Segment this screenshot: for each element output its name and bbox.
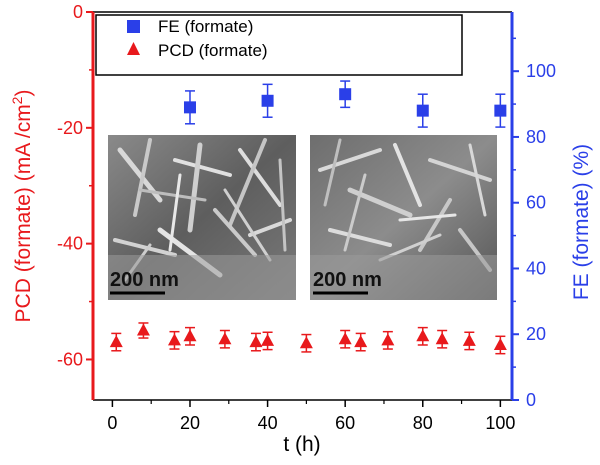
fe-marker <box>183 101 196 114</box>
x-axis-title: t (h) <box>283 433 320 456</box>
pcd-marker <box>493 337 507 350</box>
x-tick-label: 60 <box>335 413 355 433</box>
pcd-point <box>249 332 263 352</box>
pcd-marker <box>381 333 395 346</box>
data-layer <box>109 80 507 355</box>
left-y-axis-ticks: 0 -20 -40 -60 <box>57 2 93 369</box>
pcd-point <box>435 329 449 349</box>
right-y-tick-label: 80 <box>526 127 546 147</box>
left-y-axis-title: PCD (formate) (mA /cm2) <box>9 90 35 323</box>
right-y-tick-label: 40 <box>526 258 546 278</box>
pcd-point <box>338 329 352 349</box>
pcd-marker <box>354 335 368 348</box>
pcd-point <box>218 329 232 349</box>
right-y-tick-label: 20 <box>526 324 546 344</box>
left-y-tick-label: 0 <box>73 2 83 22</box>
pcd-point <box>109 332 123 352</box>
left-y-tick-label: -20 <box>57 118 83 138</box>
pcd-point <box>167 330 181 350</box>
x-tick-label: 80 <box>413 413 433 433</box>
fe-point <box>183 90 196 125</box>
scale-bar-label-right: 200 nm <box>313 269 382 291</box>
pcd-marker <box>299 336 313 349</box>
fe-point <box>416 93 429 128</box>
pcd-point <box>261 331 275 351</box>
pcd-point <box>416 326 430 346</box>
legend-box <box>95 14 463 76</box>
scale-bar-left: 200 nm <box>110 269 179 295</box>
scale-bar-label-left: 200 nm <box>110 269 179 291</box>
pcd-marker <box>109 335 123 348</box>
legend-marker-pcd <box>127 42 140 55</box>
fe-point <box>494 93 507 128</box>
sem-inset-right <box>310 135 497 300</box>
pcd-marker <box>167 333 181 346</box>
pcd-point <box>299 333 313 353</box>
fe-marker <box>261 94 274 107</box>
pcd-marker <box>136 323 150 336</box>
legend-marker-fe <box>127 20 140 33</box>
x-axis-ticks: 0 20 40 60 80 100 <box>107 400 515 433</box>
left-y-tick-label: -60 <box>57 349 83 369</box>
pcd-marker <box>183 329 197 342</box>
x-tick-label: 100 <box>485 413 515 433</box>
pcd-marker <box>338 332 352 345</box>
pcd-marker <box>435 332 449 345</box>
pcd-marker <box>416 329 430 342</box>
right-y-axis-ticks: 0 20 40 60 80 100 <box>512 37 556 410</box>
pcd-point <box>462 331 476 351</box>
legend-label-pcd: PCD (formate) <box>158 41 268 60</box>
sem-inset-left <box>108 135 296 300</box>
pcd-marker <box>261 333 275 346</box>
pcd-point <box>381 330 395 350</box>
fe-marker <box>339 88 352 101</box>
right-y-axis-title: FE (formate) (%) <box>570 144 593 300</box>
pcd-marker <box>218 332 232 345</box>
legend-label-fe: FE (formate) <box>158 17 253 36</box>
x-tick-label: 40 <box>258 413 278 433</box>
pcd-point <box>136 322 150 339</box>
right-y-tick-label: 60 <box>526 193 546 213</box>
right-y-tick-label: 0 <box>526 390 536 410</box>
x-tick-label: 20 <box>180 413 200 433</box>
pcd-point <box>354 332 368 352</box>
pcd-point <box>183 326 197 346</box>
legend: FE (formate) PCD (formate) <box>95 14 463 76</box>
fe-point <box>339 80 352 109</box>
pcd-point <box>493 335 507 355</box>
pcd-marker <box>462 333 476 346</box>
right-y-tick-label: 100 <box>526 61 556 81</box>
pcd-marker <box>249 335 263 348</box>
fe-point <box>261 83 274 118</box>
fe-marker <box>494 104 507 117</box>
x-tick-label: 0 <box>107 413 117 433</box>
left-y-tick-label: -40 <box>57 234 83 254</box>
scale-bar-right: 200 nm <box>313 269 382 295</box>
fe-marker <box>416 104 429 117</box>
